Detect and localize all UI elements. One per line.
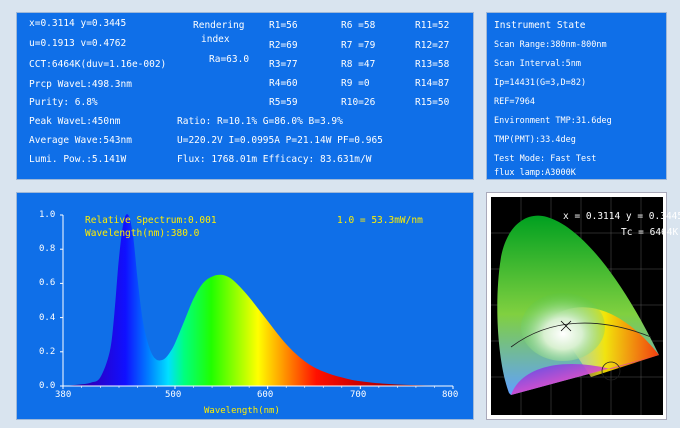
- r8-value: R8 =47: [341, 59, 376, 70]
- r15-value: R15=50: [415, 97, 450, 108]
- x-tick-500: 500: [165, 390, 182, 400]
- y-tick-1-0: 1.0: [39, 210, 56, 220]
- cie-xy-readout: x = 0.3114 y = 0.3445: [563, 211, 680, 222]
- r12-value: R12=27: [415, 40, 450, 51]
- r5-value: R5=59: [269, 97, 298, 108]
- luminous-power: Lumi. Pow.:5.141W: [29, 154, 127, 165]
- chromaticity-uv: u=0.1913 v=0.4762: [29, 38, 127, 49]
- r4-value: R4=60: [269, 78, 298, 89]
- cie-diagram-panel: x = 0.3114 y = 0.3445 Tc = 6464K: [486, 192, 680, 420]
- spectrum-chart: [60, 214, 454, 389]
- index-label: index: [201, 34, 230, 45]
- ip-value: Ip=14431(G=3,D=82): [494, 78, 587, 88]
- cie-tc-readout: Tc = 6464K: [621, 227, 679, 238]
- relative-spectrum-readout: Relative Spectrum:0.001: [85, 215, 217, 226]
- r7-value: R7 =79: [341, 40, 376, 51]
- r11-value: R11=52: [415, 20, 450, 31]
- planckian-locus: [510, 322, 652, 348]
- cie-diagram-graphic: [491, 197, 663, 415]
- peak-wavelength: Peak WaveL:450nm: [29, 116, 121, 127]
- color-ratio: Ratio: R=10.1% G=86.0% B=3.9%: [177, 116, 343, 127]
- flux-lamp: flux lamp:A3000K: [494, 168, 576, 178]
- x-tick-800: 800: [442, 390, 459, 400]
- spectrum-curve: [63, 214, 453, 386]
- y-tick-0-2: 0.2: [39, 347, 56, 357]
- chromaticity-xy: x=0.3114 y=0.3445: [29, 18, 127, 29]
- environment-temperature: Environment TMP:31.6deg: [494, 116, 612, 126]
- prcp-wavelength: Prcp WaveL:498.3nm: [29, 79, 132, 90]
- parameters-panel: x=0.3114 y=0.3445 u=0.1913 v=0.4762 CCT:…: [16, 12, 474, 180]
- electrical-values: U=220.2V I=0.0995A P=21.14W PF=0.965: [177, 135, 383, 146]
- instrument-state-panel: Instrument State Scan Range:380nm-800nm …: [486, 12, 667, 180]
- ra-value: Ra=63.0: [209, 54, 250, 65]
- y-tick-0-6: 0.6: [39, 278, 56, 288]
- cie-white-point-region: [521, 293, 605, 361]
- wavelength-readout: Wavelength(nm):380.0: [85, 228, 200, 239]
- cie-marker-circle: [601, 361, 621, 381]
- average-wavelength: Average Wave:543nm: [29, 135, 132, 146]
- ref-value: REF=7964: [494, 97, 535, 107]
- r3-value: R3=77: [269, 59, 298, 70]
- instrument-state-title: Instrument State: [494, 20, 586, 31]
- r6-value: R6 =58: [341, 20, 376, 31]
- r1-value: R1=56: [269, 20, 298, 31]
- y-tick-0-4: 0.4: [39, 313, 56, 323]
- purity-value: Purity: 6.8%: [29, 97, 98, 108]
- x-tick-700: 700: [350, 390, 367, 400]
- spectrum-panel: 1.0 0.8 0.6 0.4 0.2 0.0 380 500 600 700 …: [16, 192, 474, 420]
- r9-value: R9 =0: [341, 78, 370, 89]
- scan-range: Scan Range:380nm-800nm: [494, 40, 607, 50]
- test-mode: Test Mode: Fast Test: [494, 154, 597, 164]
- r2-value: R2=69: [269, 40, 298, 51]
- scan-interval: Scan Interval:5nm: [494, 59, 581, 69]
- flux-efficacy: Flux: 1768.01m Efficacy: 83.631m/W: [177, 154, 372, 165]
- r14-value: R14=87: [415, 78, 450, 89]
- cie-point-marker: [560, 320, 572, 332]
- x-axis-label: Wavelength(nm): [204, 406, 280, 416]
- cct-value: CCT:6464K(duv=1.16e-002): [29, 59, 167, 70]
- rendering-label: Rendering: [193, 20, 245, 31]
- y-tick-0-0: 0.0: [39, 381, 56, 391]
- cie-diagram: x = 0.3114 y = 0.3445 Tc = 6464K: [491, 197, 680, 415]
- scale-readout: 1.0 = 53.3mW/nm: [337, 215, 423, 226]
- x-tick-380: 380: [55, 390, 72, 400]
- r13-value: R13=58: [415, 59, 450, 70]
- pmt-temperature: TMP(PMT):33.4deg: [494, 135, 576, 145]
- r10-value: R10=26: [341, 97, 376, 108]
- x-tick-600: 600: [257, 390, 274, 400]
- cie-gamut-blue-region: [511, 355, 659, 395]
- y-tick-0-8: 0.8: [39, 244, 56, 254]
